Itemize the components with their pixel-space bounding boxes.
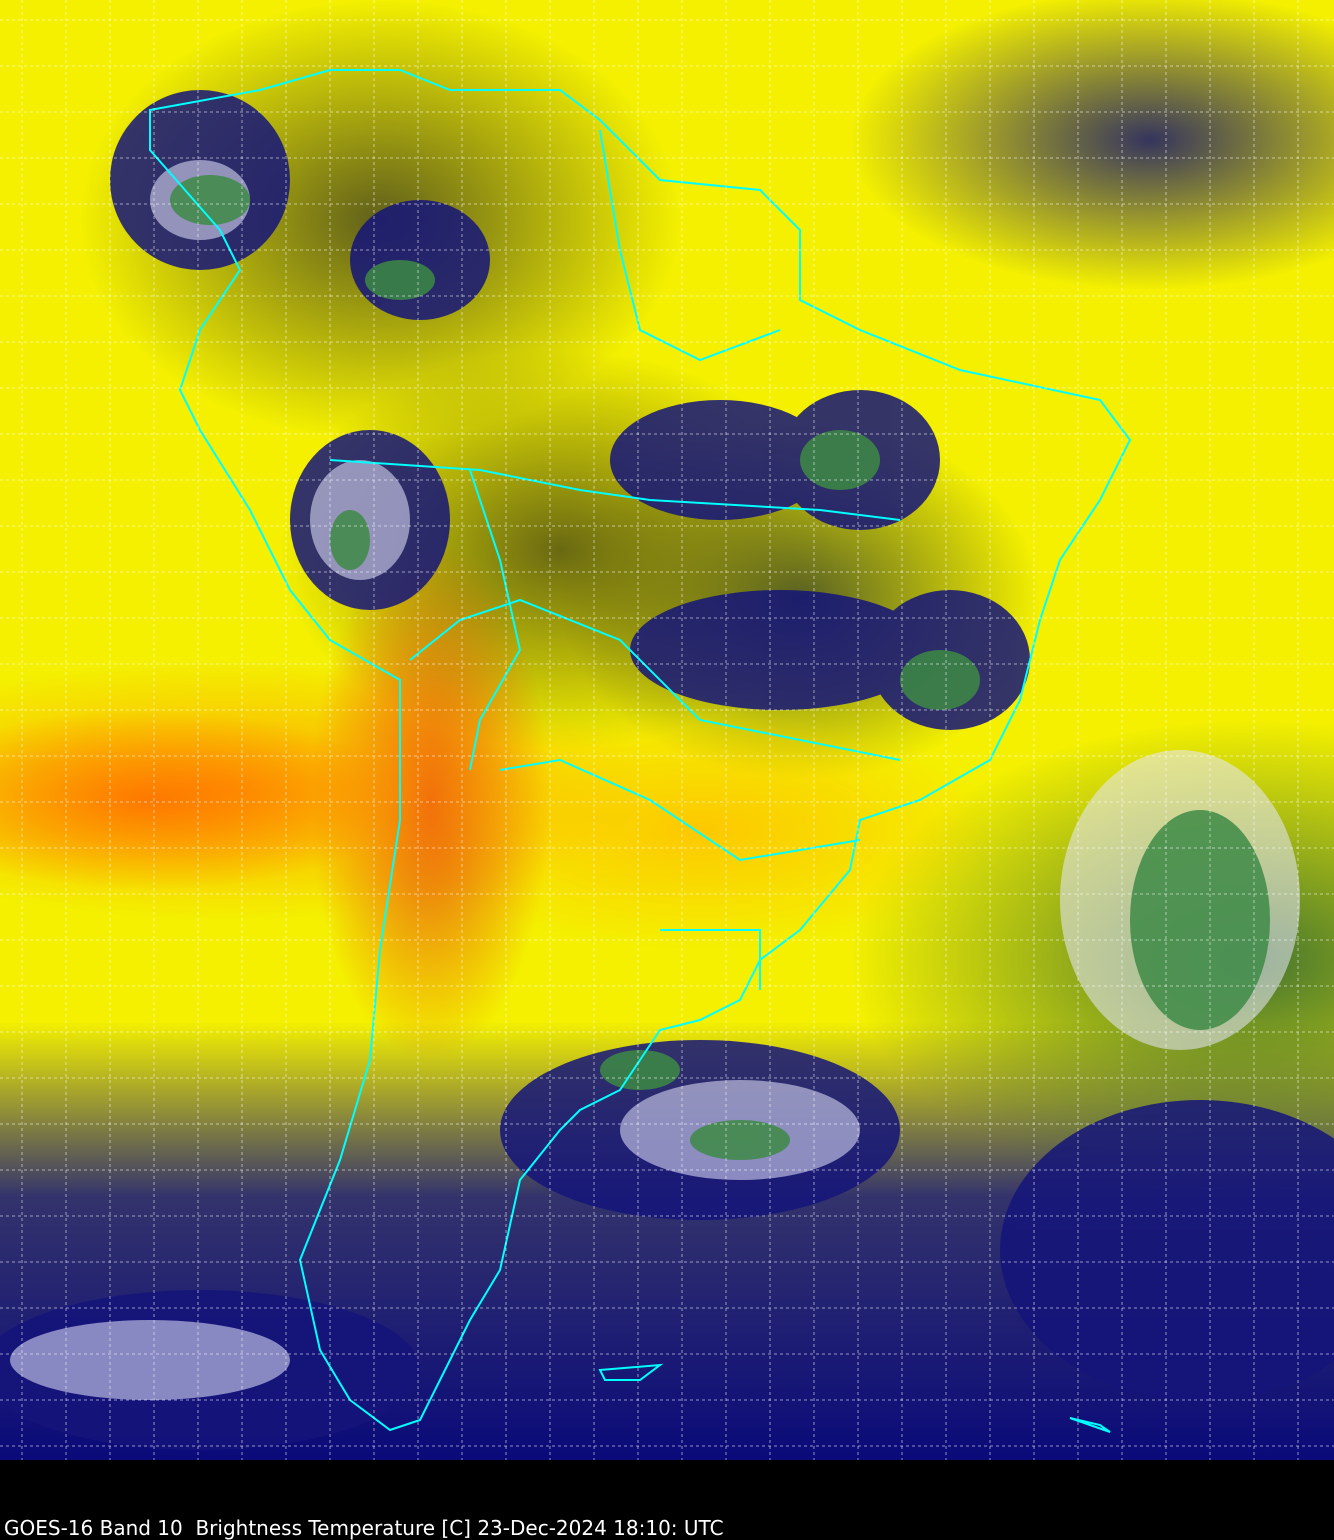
satellite-imagery: [0, 0, 1334, 1460]
lat-lon-grid: [0, 0, 1334, 1460]
image-caption: GOES-16 Band 10 Brightness Temperature […: [4, 1516, 724, 1540]
caption-bar: [0, 1460, 1334, 1540]
coastline-outline: [149, 69, 1132, 1433]
cloud-features: [0, 69, 1334, 1450]
